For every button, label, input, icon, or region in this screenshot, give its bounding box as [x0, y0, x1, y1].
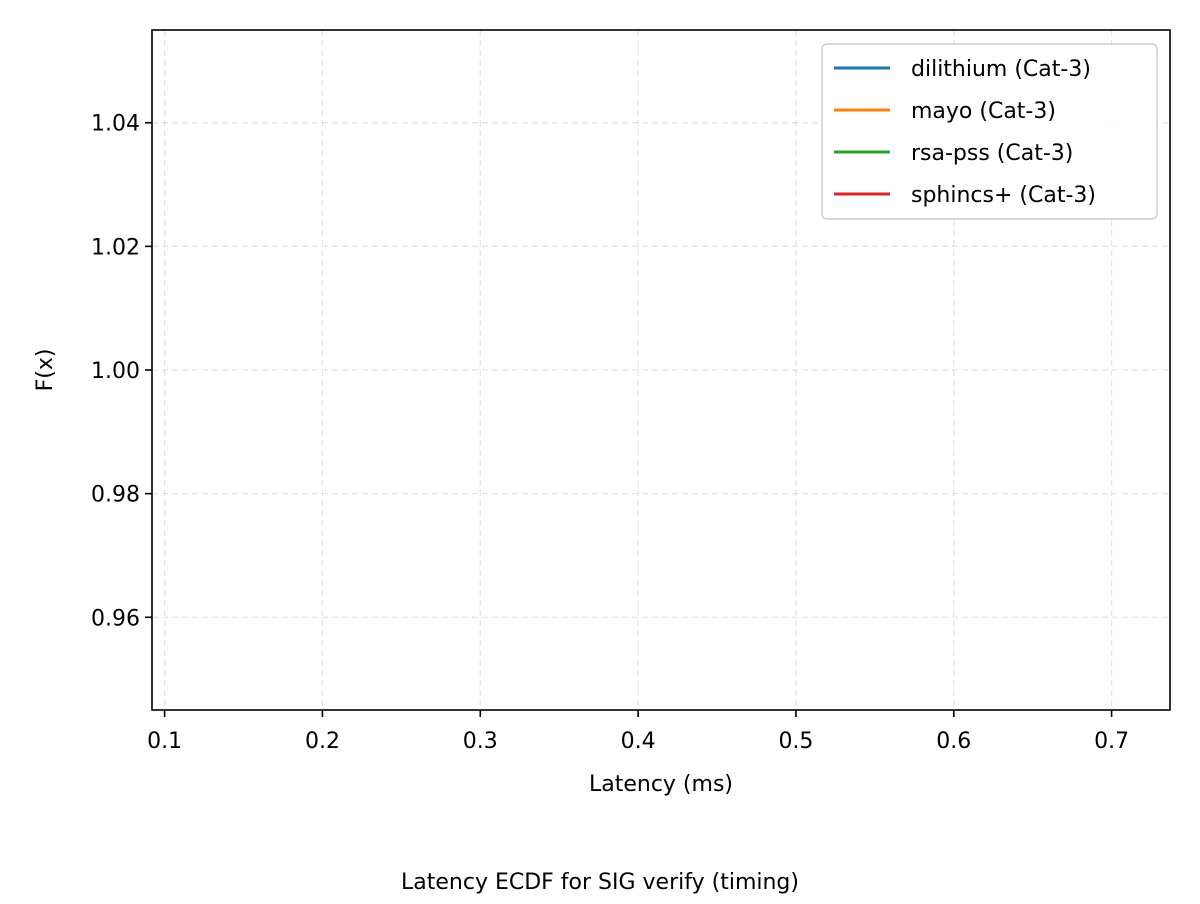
chart-caption: Latency ECDF for SIG verify (timing)	[401, 870, 799, 895]
x-tick-label: 0.1	[147, 729, 182, 754]
y-tick-label: 1.02	[91, 235, 140, 260]
y-tick-label: 1.04	[91, 112, 140, 137]
x-tick-label: 0.7	[1094, 729, 1129, 754]
x-axis-label: Latency (ms)	[589, 772, 733, 797]
y-axis-label: F(x)	[33, 349, 58, 392]
legend-entry-label: dilithium (Cat-3)	[911, 57, 1091, 82]
ticks-layer: 0.1 0.2 0.3 0.4 0.5 0.6 0.7 0.96 0.98 1.00 1.02 1.0…	[91, 112, 1129, 754]
x-tick-label: 0.5	[778, 729, 813, 754]
x-tick-label: 0.6	[936, 729, 971, 754]
legend-entry-label: mayo (Cat-3)	[911, 99, 1056, 124]
x-tick-label: 0.2	[305, 729, 340, 754]
legend-entry-label: rsa-pss (Cat-3)	[911, 141, 1073, 166]
legend: dilithium (Cat-3) mayo (Cat-3) rsa-pss (Ca…	[821, 43, 1158, 220]
y-tick-label: 1.00	[91, 359, 140, 384]
y-tick-label: 0.96	[91, 606, 140, 631]
legend-box	[821, 43, 1158, 220]
x-tick-label: 0.3	[463, 729, 498, 754]
x-tick-label: 0.4	[621, 729, 656, 754]
legend-entry-label: sphincs+ (Cat-3)	[911, 183, 1096, 208]
y-tick-label: 0.98	[91, 483, 140, 508]
